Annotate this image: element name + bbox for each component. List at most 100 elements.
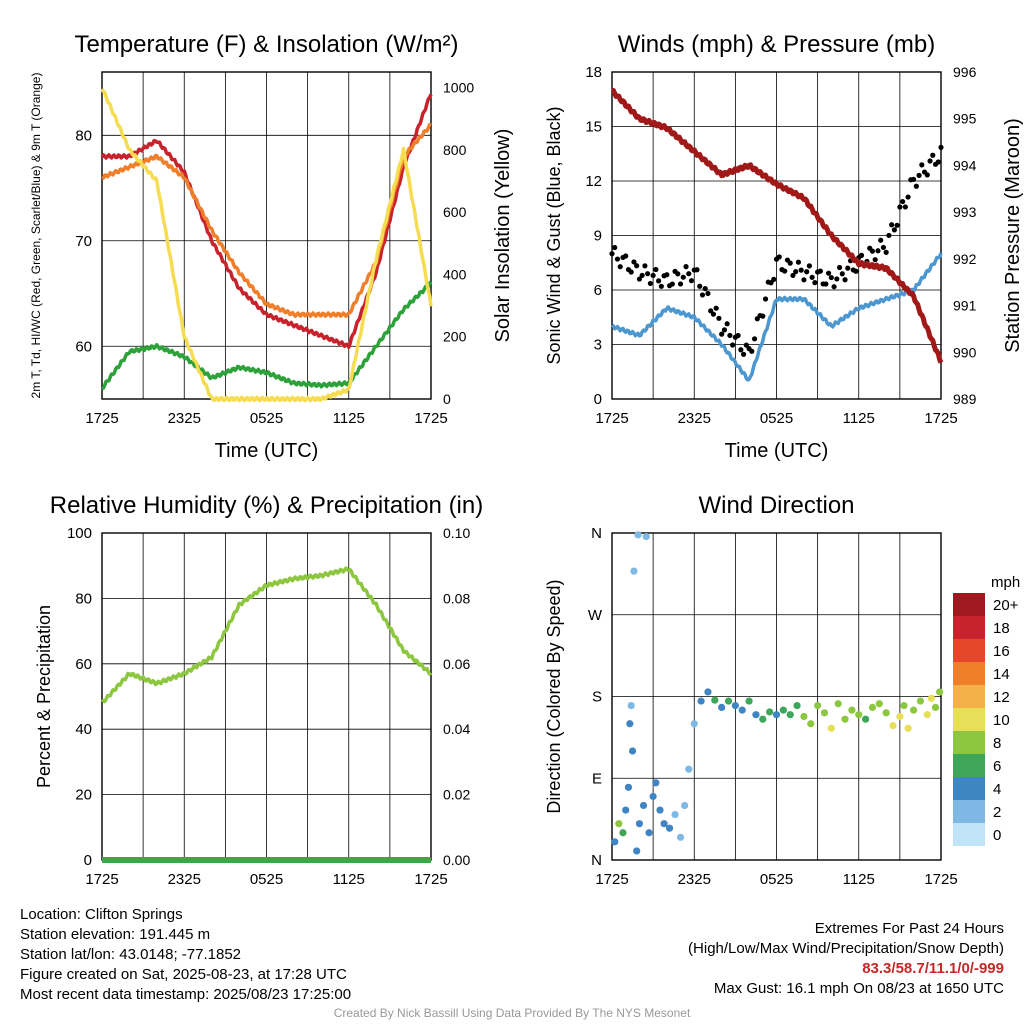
colorbar-swatch: [953, 616, 985, 639]
gust-point: [719, 331, 725, 337]
y-axis-label: Sonic Wind & Gust (Blue, Black): [544, 106, 564, 364]
direction-point: [649, 792, 657, 801]
y-right-tick-label: 990: [953, 344, 977, 360]
colorbar-label: 14: [993, 666, 1010, 683]
y-tick-label: 12: [585, 173, 602, 190]
colorbar-unit: mph: [991, 574, 1020, 591]
y-tick-label: 3: [594, 337, 602, 354]
latlon-text: Station lat/lon: 43.0148; -77.1852: [20, 946, 242, 963]
gust-point: [883, 249, 889, 255]
gust-point: [812, 280, 818, 286]
y-right-tick-label: 0.08: [443, 590, 470, 606]
gust-point: [897, 204, 903, 210]
direction-point: [685, 765, 693, 773]
direction-point: [841, 715, 849, 723]
gust-point: [894, 222, 900, 228]
gust-point: [658, 283, 664, 289]
chart-panel-3: Relative Humidity (%) & Precipitation (i…: [34, 492, 483, 888]
gust-point: [650, 272, 656, 279]
elevation-text: Station elevation: 191.445 m: [20, 926, 211, 943]
colorbar-label: 20+: [993, 597, 1019, 614]
colorbar-label: 2: [993, 804, 1001, 821]
plot-frame: [611, 532, 942, 861]
y-right-tick-label: 995: [953, 111, 977, 127]
y-tick-label: N: [591, 852, 602, 869]
direction-point: [807, 720, 815, 728]
direction-point: [619, 829, 627, 837]
timestamp-text: Most recent data timestamp: 2025/08/23 1…: [20, 986, 352, 1003]
gust-point: [688, 278, 695, 284]
x-tick-label: 1725: [414, 871, 447, 888]
gust-point: [787, 260, 793, 266]
y-tick-label: N: [591, 525, 602, 542]
colorbar-swatch: [953, 800, 985, 823]
gust-point: [872, 257, 878, 263]
x-tick-label: 1725: [85, 871, 118, 888]
gust-point: [853, 268, 859, 274]
chart-title: Wind Direction: [698, 492, 854, 519]
gust-point: [845, 265, 851, 271]
y-right-tick-label: 1000: [443, 80, 474, 96]
direction-point: [635, 820, 644, 828]
direction-point: [909, 706, 918, 714]
direction-point: [645, 829, 653, 837]
gust-point: [639, 272, 645, 278]
colorbar-label: 0: [993, 827, 1001, 844]
x-tick-label: 1725: [595, 871, 628, 888]
direction-point: [862, 715, 870, 723]
direction-point: [904, 724, 912, 732]
gust-point: [817, 268, 823, 274]
gust-point: [642, 263, 648, 269]
extremes-info: Extremes For Past 24 Hours (High/Low/Max…: [688, 919, 1004, 999]
gust-point: [762, 296, 769, 302]
gust-point: [782, 268, 788, 274]
gust-point: [716, 315, 722, 321]
gust-point: [653, 266, 659, 273]
series-line-2m-t: [100, 93, 433, 350]
colorbar-swatch: [953, 639, 985, 662]
y-tick-label: 0: [594, 391, 602, 408]
gust-point: [694, 267, 700, 273]
direction-point: [711, 696, 719, 704]
direction-point: [731, 701, 739, 710]
y-right-tick-label: 200: [443, 329, 467, 345]
x-tick-label: 2325: [678, 410, 711, 427]
direction-point: [627, 701, 635, 710]
direction-point: [759, 715, 767, 723]
location-text: Location: Clifton Springs: [20, 906, 183, 923]
y-right-axis-label: Station Pressure (Maroon): [1002, 118, 1024, 353]
y-right-tick-label: 996: [953, 64, 977, 80]
direction-point: [745, 697, 753, 705]
colorbar-label: 12: [993, 689, 1010, 706]
gust-point: [790, 272, 796, 279]
colorbar-swatch: [953, 685, 985, 708]
direction-point: [923, 711, 931, 719]
direction-point: [896, 712, 904, 721]
direction-point: [936, 688, 944, 696]
x-tick-label: 1125: [333, 871, 365, 888]
gust-point: [686, 271, 692, 277]
x-axis-label: Time (UTC): [215, 440, 319, 462]
credit-text: Created By Nick Bassill Using Data Provi…: [333, 1006, 691, 1020]
x-tick-label: 1725: [924, 410, 957, 427]
direction-point: [900, 701, 908, 710]
gust-point: [828, 274, 834, 281]
gust-point: [825, 270, 832, 276]
colorbar-swatch: [953, 662, 985, 685]
direction-point: [660, 820, 668, 828]
gust-point: [749, 348, 755, 354]
colorbar-swatch: [953, 754, 985, 777]
y-axis-label: Percent & Precipitation: [34, 605, 54, 788]
direction-point: [927, 694, 936, 702]
direction-point: [690, 720, 698, 728]
direction-point: [875, 700, 883, 708]
colorbar-label: 18: [993, 620, 1010, 637]
gust-point: [751, 336, 758, 342]
gust-point: [683, 264, 689, 270]
gust-point: [839, 271, 845, 277]
gust-point: [902, 204, 908, 210]
direction-point: [752, 711, 760, 719]
direction-point: [656, 806, 664, 814]
x-tick-label: 0525: [760, 410, 793, 427]
direction-point: [639, 801, 648, 810]
